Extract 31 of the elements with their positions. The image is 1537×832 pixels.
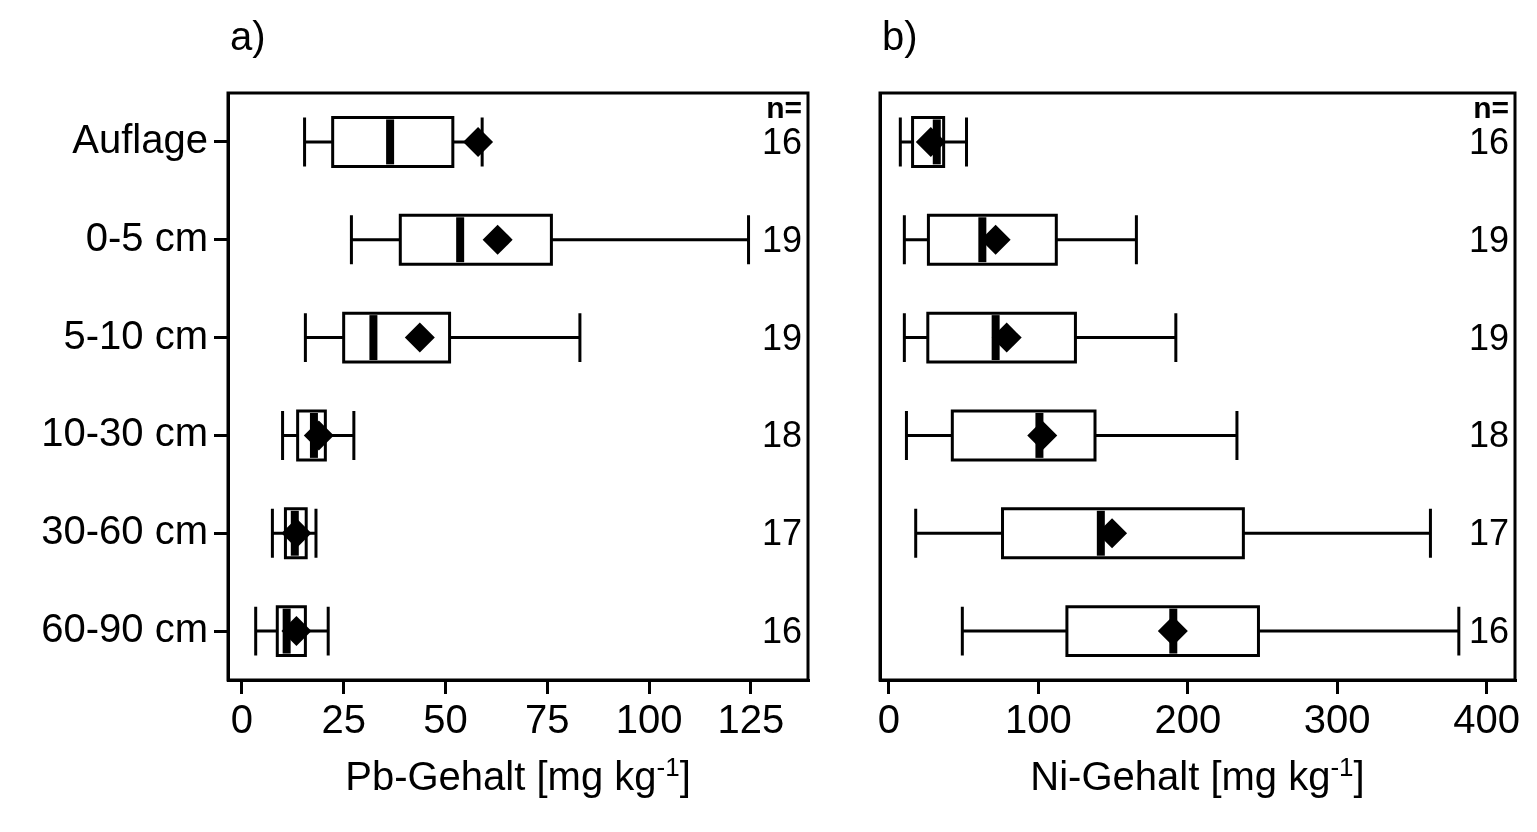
annotation: 17 <box>1468 512 1509 554</box>
x-tick-label: 0 <box>230 697 253 742</box>
x-axis-title: Ni-Gehalt [mg kg$^{-1}$] <box>1030 752 1365 800</box>
y-tick-label: 10-30 cm <box>41 410 208 455</box>
x-tick-label: 25 <box>321 697 366 742</box>
annotation: 16 <box>761 610 802 652</box>
annotation: 19 <box>1468 218 1509 260</box>
x-tick-label: 100 <box>615 697 683 742</box>
x-tick-label: 125 <box>717 697 785 742</box>
x-tick-label: 75 <box>525 697 570 742</box>
annotation: 16 <box>1468 610 1509 652</box>
annotation: 17 <box>761 512 802 554</box>
y-tick-label: 0-5 cm <box>85 214 208 259</box>
x-tick-label: 200 <box>1154 697 1222 742</box>
annotation: 19 <box>1468 316 1509 358</box>
x-tick-label: 400 <box>1453 697 1520 742</box>
annotation: 19 <box>761 218 802 260</box>
x-tick-label: 0 <box>877 697 901 742</box>
chart-title: a) <box>230 14 266 58</box>
x-tick-label: 100 <box>1005 697 1072 742</box>
y-tick-label: 30-60 cm <box>41 508 208 553</box>
chart-title: b) <box>882 14 918 58</box>
y-tick-label: 60-90 cm <box>41 606 208 651</box>
x-tick-label: 50 <box>423 697 468 742</box>
annotation: 18 <box>1468 414 1509 456</box>
x-tick-label: 300 <box>1303 697 1371 742</box>
y-tick-label: Auflage <box>72 116 208 161</box>
x-axis-title: Pb-Gehalt [mg kg$^{-1}$] <box>345 752 691 800</box>
annotation: 18 <box>761 414 802 456</box>
annotation: 19 <box>761 316 802 358</box>
y-tick-label: 5-10 cm <box>63 312 208 357</box>
